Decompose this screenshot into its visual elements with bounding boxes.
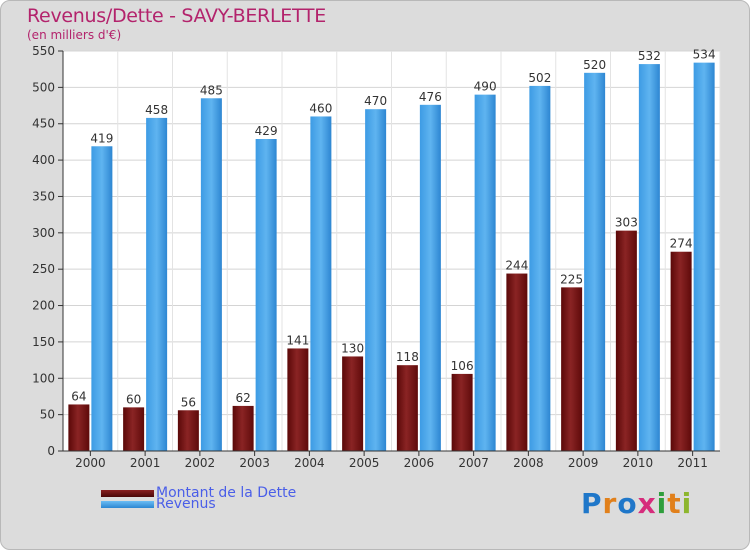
dette-data-label: 62 [235, 391, 250, 405]
dette-data-label: 225 [560, 272, 583, 286]
revenus-data-label: 532 [638, 49, 661, 63]
chart-subtitle: (en milliers d'€) [27, 28, 122, 42]
dette-bar [561, 287, 583, 451]
x-tick-label: 2009 [568, 456, 599, 470]
legend-swatch-revenus [101, 501, 154, 508]
y-tick-label: 250 [32, 262, 55, 276]
dette-data-label: 141 [286, 333, 309, 347]
dette-data-label: 60 [126, 392, 141, 406]
revenus-data-label: 520 [583, 58, 606, 72]
dette-bar [396, 365, 418, 451]
x-tick-label: 2004 [294, 456, 325, 470]
revenus-data-label: 419 [90, 131, 113, 145]
dette-data-label: 106 [451, 359, 474, 373]
revenus-bar [365, 109, 387, 451]
revenus-data-label: 502 [528, 71, 551, 85]
legend-label-revenus: Revenus [156, 496, 216, 512]
revenus-bar [529, 85, 551, 451]
revenus-bar [419, 104, 441, 452]
dette-data-label: 303 [615, 216, 638, 230]
legend-label-dette: Montant de la Dette [156, 485, 297, 501]
revenus-data-label: 460 [309, 101, 332, 115]
dette-data-label: 130 [341, 341, 364, 355]
dette-data-label: 274 [670, 237, 693, 251]
revenus-data-label: 429 [255, 124, 278, 138]
x-tick-label: 2011 [677, 456, 708, 470]
revenus-data-label: 534 [693, 48, 716, 62]
x-tick-label: 2001 [130, 456, 161, 470]
chart-title: Revenus/Dette - SAVY-BERLETTE [27, 5, 326, 27]
y-tick-label: 150 [32, 335, 55, 349]
dette-data-label: 118 [396, 350, 419, 364]
revenus-bar [146, 117, 168, 451]
revenus-data-label: 490 [474, 80, 497, 94]
y-tick-label: 500 [32, 80, 55, 94]
revenus-bar [474, 94, 496, 452]
dette-bar [451, 373, 473, 451]
revenus-bar [584, 72, 606, 452]
x-tick-label: 2010 [623, 456, 654, 470]
revenus-bar [693, 62, 715, 452]
dette-bar [177, 410, 199, 451]
dette-bar [506, 273, 528, 451]
revenus-bar [91, 146, 113, 452]
dette-data-label: 56 [181, 395, 196, 409]
dette-data-label: 244 [505, 259, 528, 273]
dette-bar [342, 356, 364, 451]
y-tick-label: 0 [47, 444, 55, 458]
dette-bar [670, 251, 692, 451]
revenus-bar [255, 139, 277, 451]
x-tick-label: 2003 [239, 456, 270, 470]
revenus-bar [638, 64, 660, 451]
y-tick-label: 200 [32, 299, 55, 313]
x-tick-label: 2002 [185, 456, 216, 470]
y-tick-label: 550 [32, 44, 55, 58]
revenus-data-label: 470 [364, 94, 387, 108]
x-tick-label: 2008 [513, 456, 544, 470]
y-tick-label: 400 [32, 153, 55, 167]
revenus-data-label: 485 [200, 83, 223, 97]
revenus-bar [310, 116, 332, 452]
dette-bar [615, 230, 637, 451]
dette-data-label: 64 [71, 389, 86, 403]
y-tick-label: 300 [32, 226, 55, 240]
y-tick-label: 50 [40, 408, 55, 422]
proxiti-logo: Proxiti [581, 487, 693, 520]
dette-bar [232, 405, 254, 451]
revenus-data-label: 476 [419, 90, 442, 104]
x-tick-label: 2006 [404, 456, 435, 470]
dette-bar [287, 348, 309, 451]
x-tick-label: 2005 [349, 456, 380, 470]
dette-bar [68, 404, 90, 451]
y-tick-label: 450 [32, 117, 55, 131]
y-tick-label: 350 [32, 189, 55, 203]
revenus-data-label: 458 [145, 103, 168, 117]
legend-swatch-dette [101, 490, 154, 497]
dette-bar [123, 407, 145, 451]
x-tick-label: 2000 [75, 456, 106, 470]
revenus-bar [200, 98, 222, 451]
x-tick-label: 2007 [458, 456, 489, 470]
y-tick-label: 100 [32, 371, 55, 385]
